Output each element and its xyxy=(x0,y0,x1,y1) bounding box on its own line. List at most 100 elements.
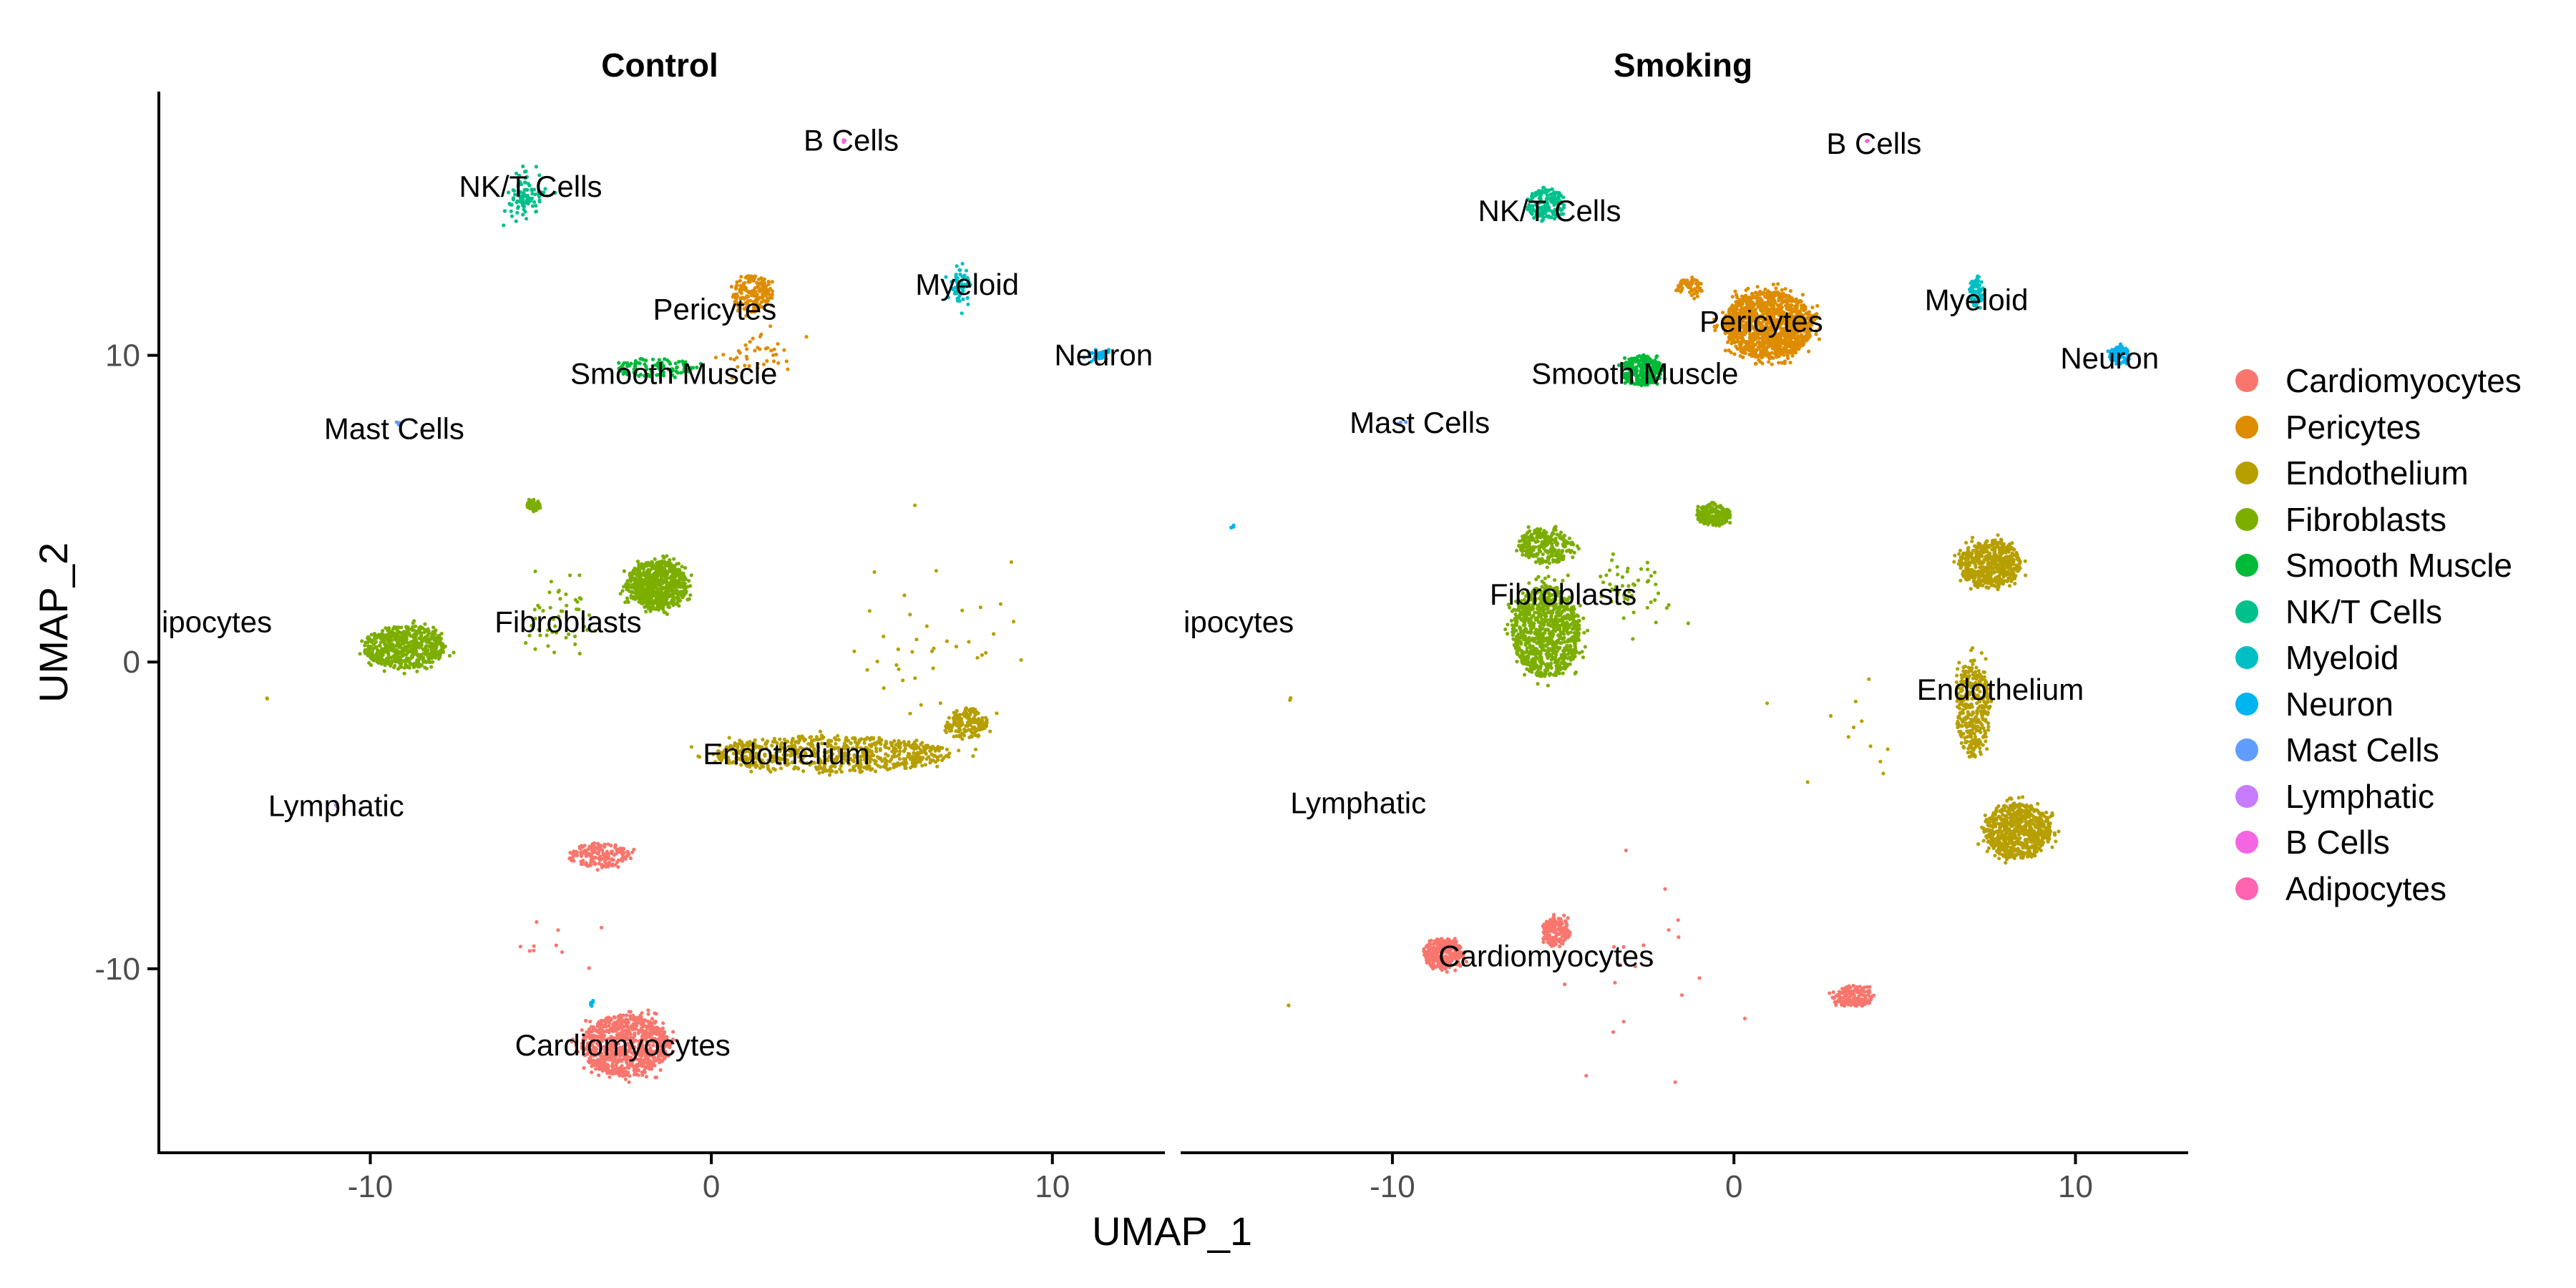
data-point xyxy=(628,856,633,861)
data-point xyxy=(1723,348,1727,353)
data-point xyxy=(665,572,670,577)
data-point xyxy=(587,1060,592,1065)
data-point xyxy=(514,219,518,223)
cluster-cardiomyocytes xyxy=(567,841,636,872)
data-point xyxy=(975,655,980,660)
data-point xyxy=(964,711,968,716)
data-point xyxy=(631,1013,635,1018)
data-point xyxy=(605,857,610,861)
data-point xyxy=(366,640,370,645)
data-point xyxy=(619,1022,624,1026)
data-point xyxy=(676,596,681,600)
data-point xyxy=(954,645,959,649)
data-point xyxy=(960,716,964,721)
data-point xyxy=(883,743,887,747)
data-point xyxy=(673,578,678,582)
data-point xyxy=(945,639,949,643)
data-point xyxy=(637,562,641,567)
data-point xyxy=(518,945,523,949)
data-point xyxy=(1431,942,1435,946)
data-point xyxy=(607,1020,612,1025)
data-point xyxy=(622,847,626,851)
data-point xyxy=(591,1058,596,1063)
cluster-label-b-cells: B Cells xyxy=(804,124,899,157)
data-point xyxy=(648,609,653,613)
data-point xyxy=(622,1039,627,1043)
data-point xyxy=(1541,924,1545,928)
data-point xyxy=(1859,991,1863,996)
data-point xyxy=(660,1026,665,1030)
data-point xyxy=(628,575,633,580)
data-point xyxy=(902,749,906,753)
data-point xyxy=(1542,930,1546,935)
data-point xyxy=(396,660,401,664)
data-point xyxy=(643,562,648,567)
data-point xyxy=(661,592,665,597)
data-point xyxy=(618,1073,622,1078)
data-point xyxy=(621,1044,626,1049)
data-point xyxy=(998,602,1002,606)
data-point xyxy=(875,659,879,664)
data-point xyxy=(522,204,527,209)
data-point xyxy=(658,606,662,610)
data-point xyxy=(600,925,604,930)
data-point xyxy=(644,1075,649,1079)
data-point xyxy=(602,842,607,847)
data-point xyxy=(634,1066,639,1070)
data-point xyxy=(546,644,550,648)
data-point xyxy=(623,1024,628,1028)
data-point xyxy=(876,763,880,768)
data-point xyxy=(641,586,645,590)
data-point xyxy=(908,613,912,617)
data-point xyxy=(880,758,884,763)
data-point xyxy=(934,569,938,573)
data-point xyxy=(872,570,877,575)
data-point xyxy=(971,754,975,758)
data-point xyxy=(696,754,701,758)
data-point xyxy=(647,594,652,598)
data-point xyxy=(360,639,364,643)
data-point xyxy=(415,663,419,667)
data-point xyxy=(913,676,917,680)
cluster-fibroblasts xyxy=(525,497,542,514)
data-point xyxy=(652,591,656,595)
data-point xyxy=(938,701,942,706)
data-point xyxy=(378,656,382,661)
data-point xyxy=(1852,1002,1856,1007)
data-point xyxy=(908,743,912,748)
data-point xyxy=(417,645,421,650)
data-point xyxy=(676,567,680,572)
data-point xyxy=(922,746,927,750)
data-point xyxy=(958,728,962,732)
data-point xyxy=(1839,1002,1844,1007)
cluster-label-ipocytes: ipocytes xyxy=(162,605,272,639)
data-point xyxy=(592,1050,597,1055)
data-point xyxy=(395,640,400,645)
data-point xyxy=(1840,996,1845,1000)
data-point xyxy=(1549,927,1553,932)
data-point xyxy=(668,594,673,598)
data-point xyxy=(552,650,557,655)
data-point xyxy=(626,853,630,857)
data-point xyxy=(689,573,693,577)
cluster-label-lymphatic: Lymphatic xyxy=(268,789,404,823)
data-point xyxy=(414,630,419,634)
data-point xyxy=(423,665,427,670)
data-point xyxy=(399,662,403,666)
data-point xyxy=(1835,1000,1840,1004)
cluster-cardiomyocytes xyxy=(1828,983,1876,1008)
data-point xyxy=(1868,997,1872,1002)
cluster-label-mast-cells: Mast Cells xyxy=(324,412,464,446)
data-point xyxy=(1613,980,1617,985)
data-point xyxy=(667,583,671,587)
data-point xyxy=(980,653,985,658)
data-point xyxy=(625,596,630,600)
data-point xyxy=(606,842,610,847)
data-point xyxy=(923,763,927,767)
data-point xyxy=(980,716,985,720)
data-point xyxy=(587,1031,592,1035)
data-point xyxy=(656,578,661,582)
data-point xyxy=(976,734,980,738)
data-point xyxy=(957,748,961,753)
